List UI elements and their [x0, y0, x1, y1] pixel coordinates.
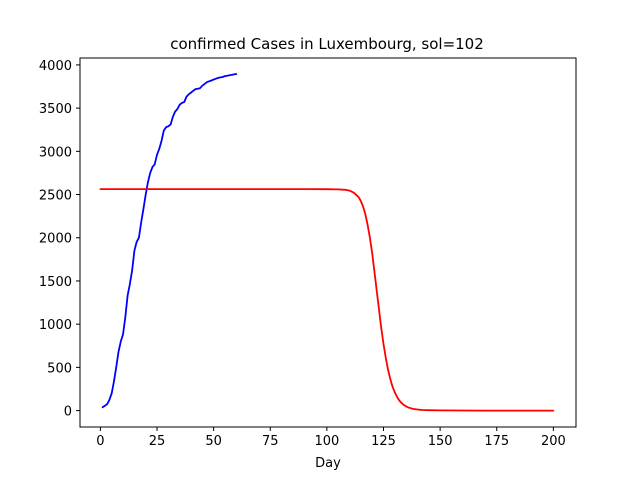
y-tick-label: 500	[47, 361, 72, 376]
x-tick-label: 150	[428, 434, 453, 449]
series-layer	[99, 73, 555, 412]
x-tick-label: 125	[371, 434, 396, 449]
y-tick-label: 1500	[39, 275, 72, 290]
x-tick-label: 175	[484, 434, 509, 449]
y-tick-label: 2000	[39, 232, 72, 247]
x-tick-label: 200	[541, 434, 566, 449]
x-tick-label: 75	[262, 434, 279, 449]
y-tick-label: 4000	[39, 59, 72, 74]
y-tick-label: 3000	[39, 145, 72, 160]
series-line-1	[99, 188, 555, 412]
chart-title: confirmed Cases in Luxembourg, sol=102	[170, 35, 484, 53]
y-tick-label: 2500	[39, 189, 72, 204]
x-tick-label: 25	[149, 434, 166, 449]
x-tick-label: 50	[205, 434, 222, 449]
series-line-0	[101, 73, 238, 409]
axes-layer: 0 25 50 75 100 125 150 175 200050010001500200025…	[39, 59, 566, 449]
x-axis-label: Day	[315, 456, 341, 471]
x-tick-label: 0	[96, 434, 104, 449]
y-tick-label: 1000	[39, 318, 72, 333]
y-tick-label: 3500	[39, 102, 72, 117]
y-tick-label: 0	[64, 405, 72, 420]
x-tick-label: 100	[314, 434, 339, 449]
plot-frame	[79, 57, 577, 428]
